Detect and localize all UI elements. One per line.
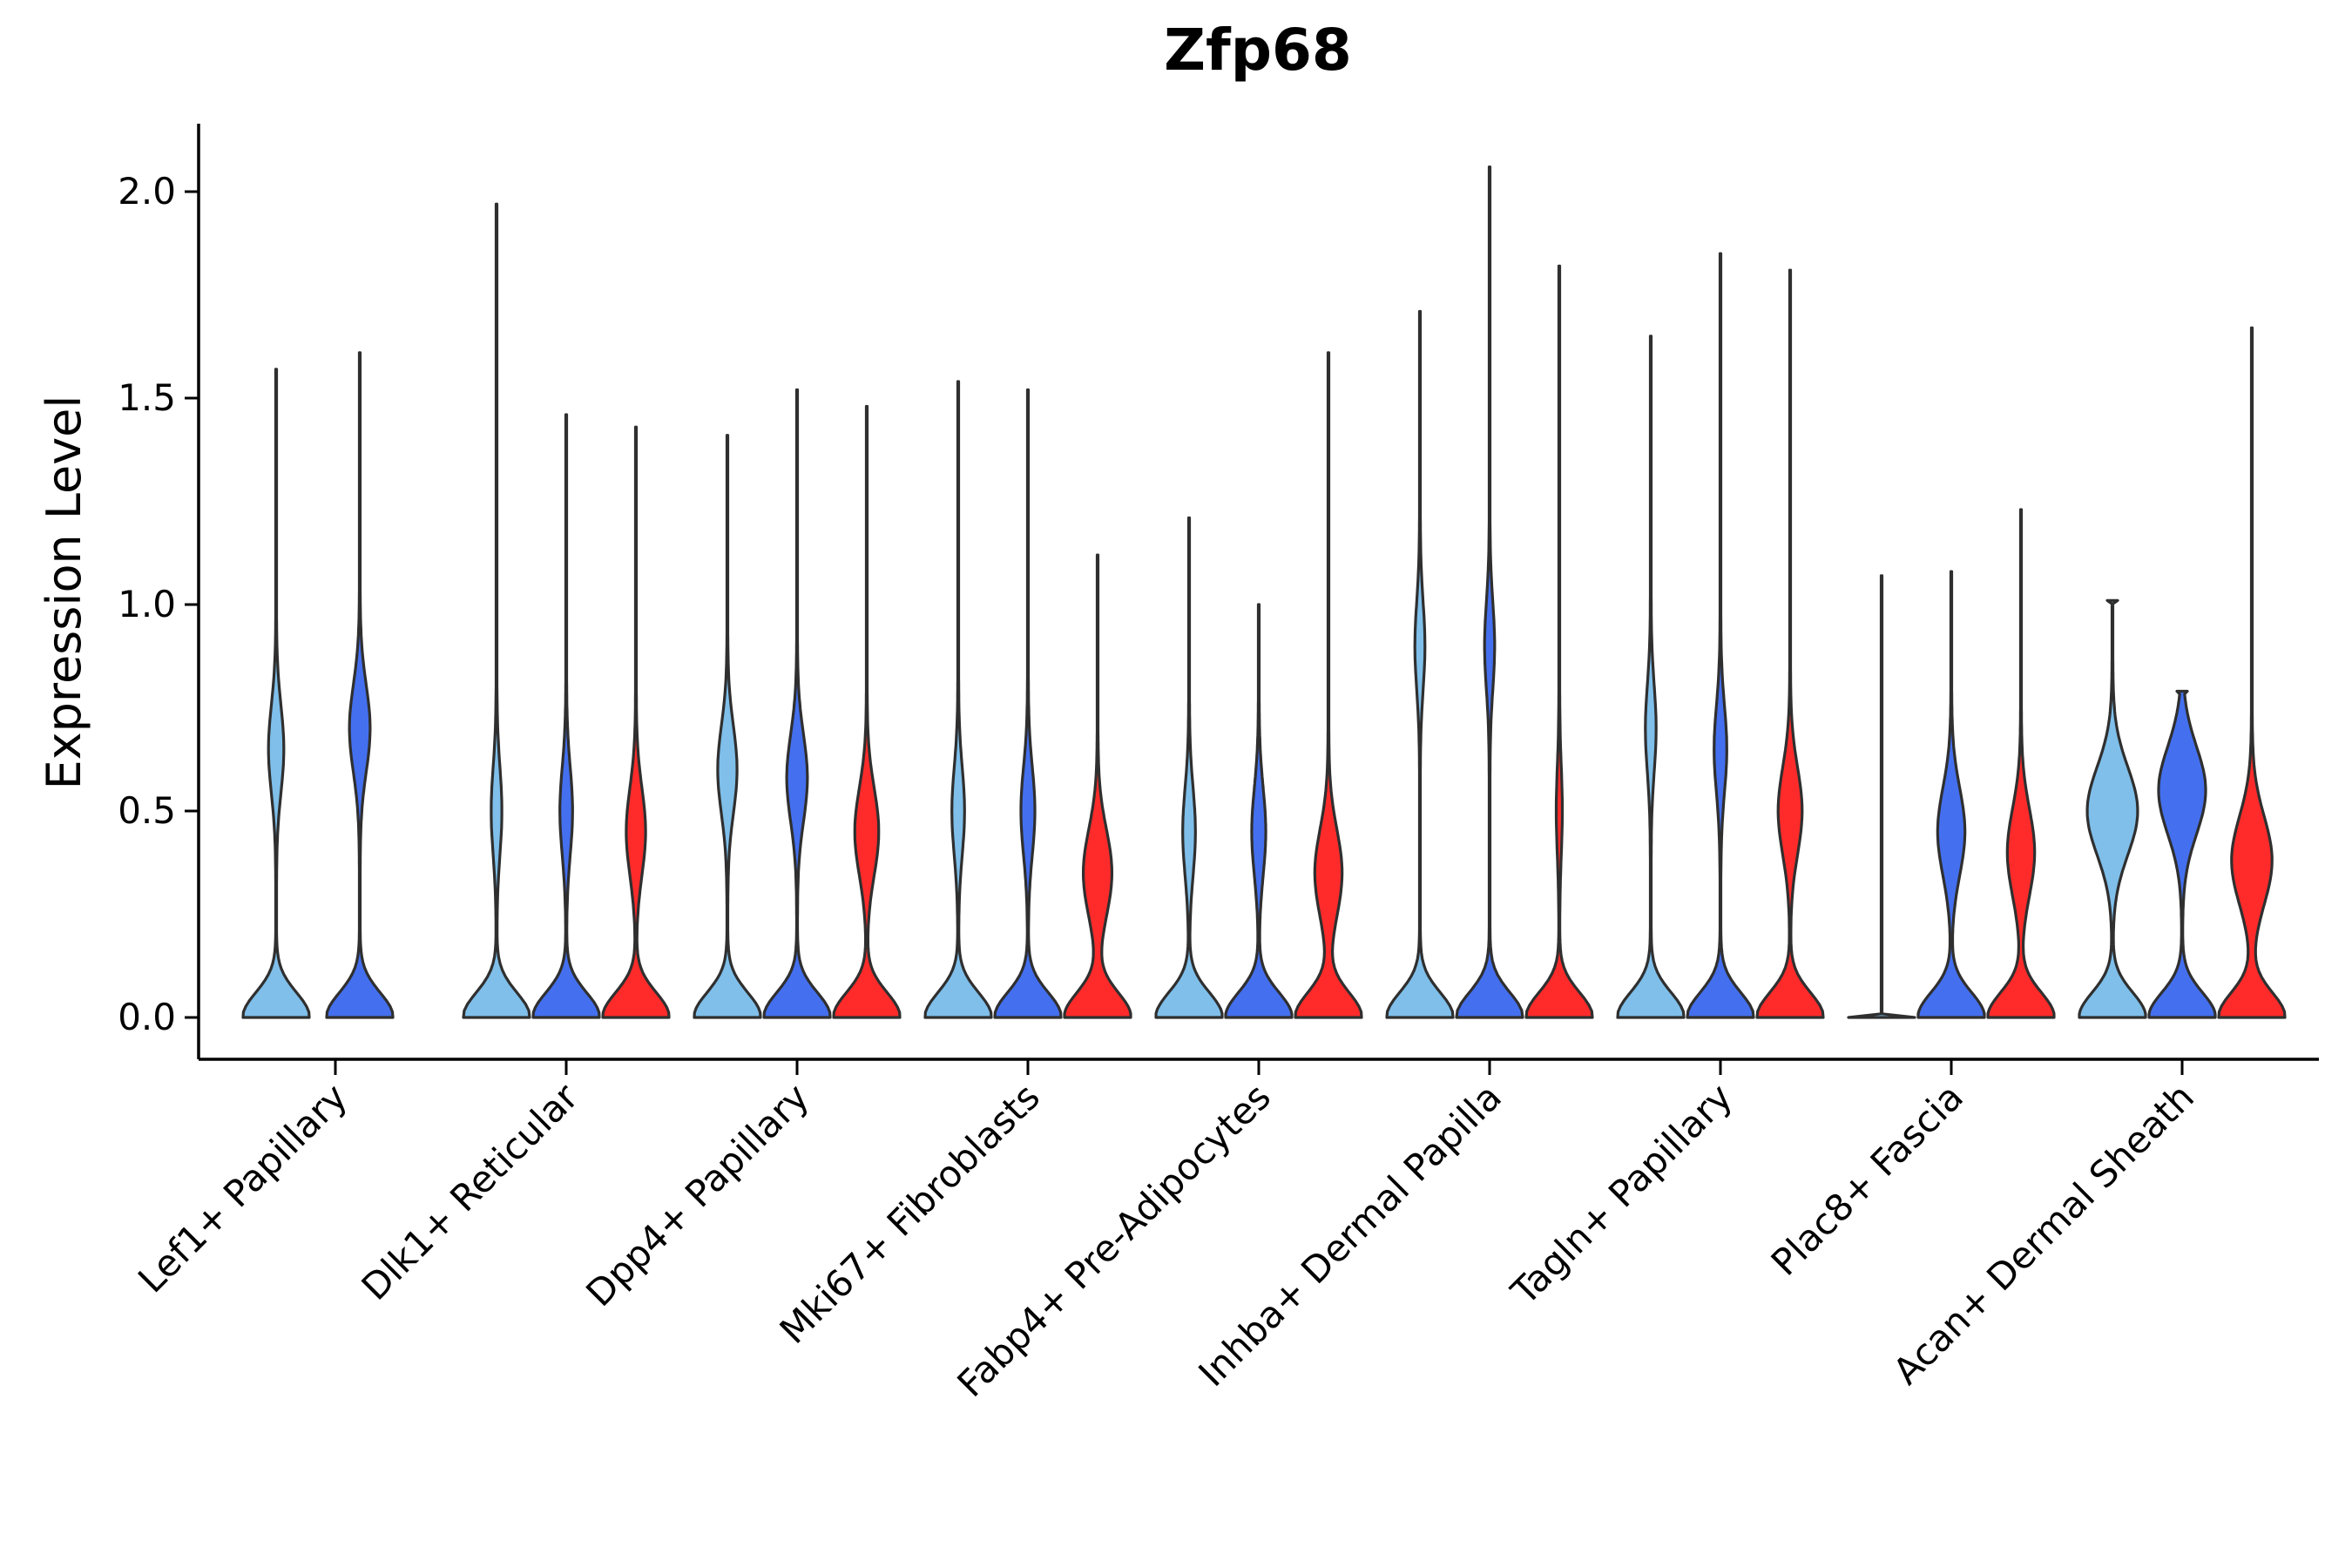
violin-1-series-1 (241, 368, 311, 1019)
violin-7-series-1 (1616, 335, 1686, 1019)
violin-1-series-2 (325, 351, 395, 1019)
violin-9-series-2 (2147, 689, 2217, 1019)
y-axis-label: Expression Level (37, 395, 91, 790)
violin-8-series-1 (1847, 574, 1916, 1019)
violin-7-series-2 (1686, 252, 1755, 1019)
violin-9-series-3 (2217, 326, 2287, 1019)
x-tick-label: Mki67+ Fibroblasts (772, 1075, 1048, 1351)
violin-2-series-2 (531, 413, 601, 1019)
violin-5-series-2 (1224, 603, 1294, 1019)
y-tick-label: 1.0 (118, 583, 176, 625)
violin-7-series-3 (1755, 268, 1825, 1019)
violin-6-series-1 (1385, 309, 1455, 1019)
plot-area (241, 166, 2287, 1019)
violin-4-series-1 (923, 380, 993, 1019)
violin-2-series-1 (462, 202, 531, 1019)
y-tick-label: 2.0 (118, 170, 176, 213)
violin-3-series-2 (762, 388, 832, 1019)
violin-6-series-3 (1524, 264, 1594, 1019)
violin-2-series-3 (601, 425, 671, 1019)
violin-4-series-2 (993, 388, 1063, 1019)
violin-5-series-1 (1154, 516, 1224, 1019)
violin-5-series-3 (1294, 351, 1363, 1019)
x-tick-label: Plac8+ Fascia (1763, 1075, 1971, 1283)
violin-8-series-2 (1916, 570, 1986, 1019)
y-tick-label: 0.5 (118, 789, 176, 832)
chart-title: Zfp68 (1164, 17, 1352, 84)
violin-6-series-2 (1455, 166, 1524, 1019)
violin-4-series-3 (1063, 553, 1132, 1019)
y-tick-label: 0.0 (118, 996, 176, 1038)
x-tick-label: Dpp4+ Papillary (578, 1075, 817, 1315)
x-tick-label: Lef1+ Papillary (130, 1075, 355, 1301)
y-tick-label: 1.5 (118, 376, 176, 419)
violin-3-series-1 (693, 434, 762, 1019)
y-axis-ticks: 0.0 0.5 1.0 1.5 2.0 (118, 170, 199, 1038)
violin-8-series-3 (1986, 508, 2056, 1019)
violin-9-series-1 (2078, 598, 2147, 1019)
x-tick-label: Dlk1+ Reticular (354, 1075, 587, 1308)
x-tick-label: Tagln+ Papillary (1503, 1075, 1740, 1313)
violin-3-series-3 (832, 404, 902, 1019)
